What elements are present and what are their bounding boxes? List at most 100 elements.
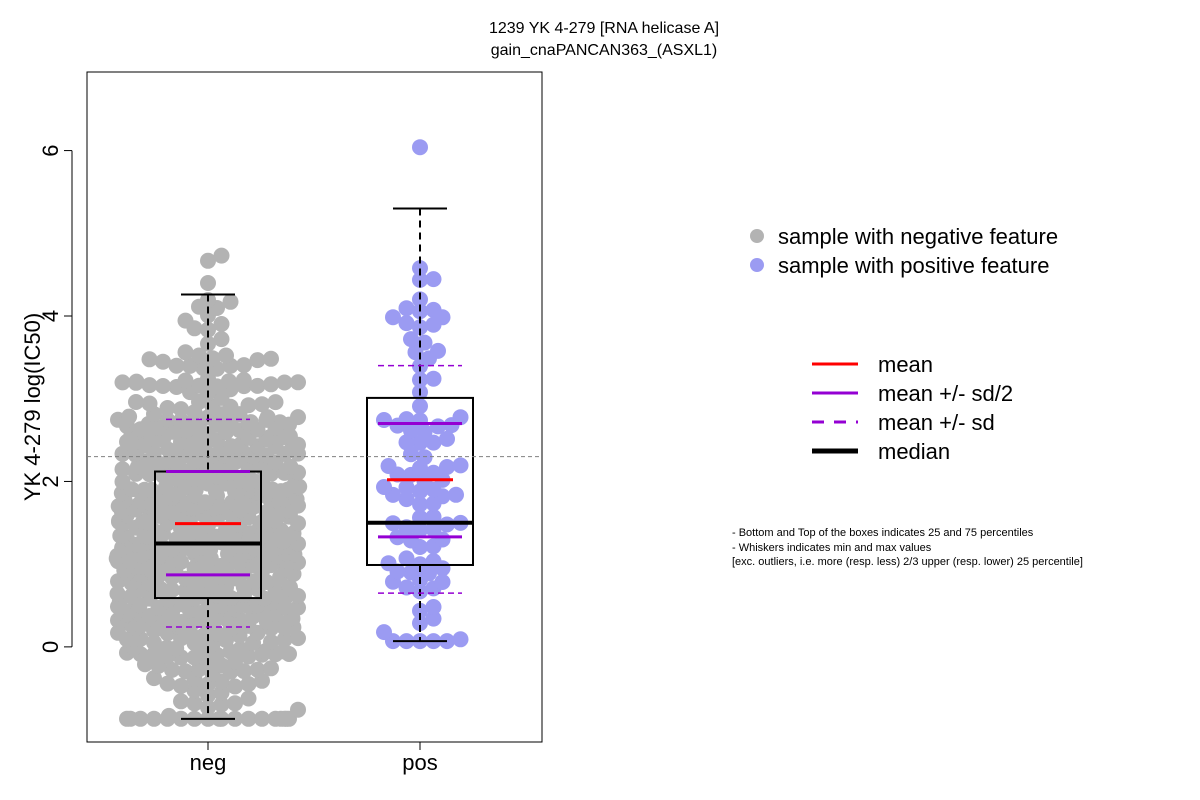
legend-lines: mean mean +/- sd/2 mean +/- sd median — [812, 352, 1013, 464]
neg-point — [254, 710, 270, 727]
neg-point — [240, 397, 257, 414]
neg-point — [276, 374, 293, 391]
neg-point — [276, 631, 293, 648]
neg-point — [242, 414, 259, 431]
pos-point — [403, 331, 419, 348]
legend-point-negative — [750, 229, 764, 243]
pos-point — [425, 271, 442, 288]
pos-point — [425, 301, 442, 318]
legend-label-mean: mean — [878, 352, 933, 377]
chart-title-line-2: gain_cnaPANCAN363_(ASXL1) — [491, 42, 718, 59]
pos-point — [425, 553, 442, 570]
pos-point — [398, 579, 415, 596]
pos-point — [398, 479, 415, 496]
neg-point — [218, 347, 234, 364]
legend-label-negative: sample with negative feature — [778, 224, 1058, 249]
neg-point — [182, 357, 198, 374]
y-tick-label: 4 — [38, 310, 63, 322]
note-line-3: [exc. outliers, i.e. more (resp. less) 2… — [732, 556, 1083, 568]
neg-point — [141, 395, 158, 412]
neg-point — [146, 634, 162, 651]
pos-point — [376, 479, 392, 495]
pos-point — [412, 412, 428, 429]
pos-point — [412, 319, 428, 336]
neg-point — [290, 374, 306, 391]
neg-point — [213, 316, 230, 332]
y-axis-label: YK 4-279 log(IC50) — [20, 313, 45, 501]
neg-point — [121, 408, 138, 425]
pos-point — [398, 550, 415, 567]
neg-point — [240, 690, 257, 707]
pos-point — [425, 521, 442, 538]
neg-point — [240, 710, 257, 727]
neg-point — [173, 596, 189, 613]
legend-points: sample with negative feature sample with… — [750, 224, 1058, 278]
neg-point — [186, 695, 203, 712]
neg-point — [290, 599, 306, 616]
neg-point — [141, 377, 158, 394]
neg-point — [141, 351, 158, 368]
pos-point — [398, 300, 415, 317]
pos-point — [412, 615, 428, 632]
pos-point — [412, 260, 428, 277]
neg-point — [254, 396, 270, 413]
x-tick-label: neg — [190, 750, 227, 775]
neg-point — [160, 707, 177, 724]
pos-point — [376, 412, 392, 428]
neg-point — [249, 352, 266, 369]
neg-point — [173, 678, 189, 694]
neg-point — [128, 394, 144, 410]
neg-point — [136, 481, 153, 498]
pos-point — [439, 430, 455, 447]
points-layer — [108, 139, 469, 727]
pos-point — [430, 418, 446, 435]
pos-point — [416, 449, 433, 466]
neg-point — [177, 663, 194, 680]
neg-point — [155, 353, 171, 370]
pos-point — [448, 486, 464, 503]
pos-point — [412, 139, 428, 156]
neg-point — [173, 412, 189, 429]
neg-point — [146, 670, 162, 687]
note-line-1: - Bottom and Top of the boxes indicates … — [732, 527, 1034, 539]
pos-point — [430, 342, 446, 359]
neg-point — [290, 409, 306, 426]
pos-point — [398, 315, 415, 332]
neg-point — [146, 710, 162, 727]
neg-point — [128, 373, 145, 390]
neg-point — [281, 428, 298, 445]
neg-point — [240, 676, 257, 692]
neg-point — [114, 374, 131, 391]
neg-point — [159, 400, 176, 416]
pos-point — [412, 271, 428, 288]
neg-point — [109, 585, 126, 602]
neg-point — [267, 394, 284, 411]
neg-point — [227, 695, 243, 712]
legend-point-positive — [750, 258, 764, 272]
neg-point — [173, 693, 189, 710]
pos-point — [412, 602, 428, 619]
neg-point — [290, 701, 306, 718]
neg-point — [200, 252, 216, 269]
neg-point — [275, 643, 292, 660]
neg-point — [249, 661, 266, 678]
pos-point — [376, 624, 392, 641]
neg-point — [168, 357, 185, 374]
pos-point — [385, 309, 401, 326]
neg-point — [146, 646, 162, 663]
neg-point — [177, 344, 194, 361]
neg-point — [263, 633, 279, 650]
neg-point — [164, 661, 180, 678]
pos-point — [416, 334, 433, 351]
neg-point — [141, 466, 158, 483]
neg-point — [177, 372, 194, 389]
neg-point — [213, 247, 230, 264]
neg-point — [220, 373, 237, 390]
neg-point — [263, 350, 279, 367]
neg-point — [263, 660, 279, 677]
y-tick-label: 0 — [38, 641, 63, 653]
neg-point — [173, 401, 189, 418]
box-iqr — [366, 396, 474, 566]
pos-point — [412, 496, 428, 513]
